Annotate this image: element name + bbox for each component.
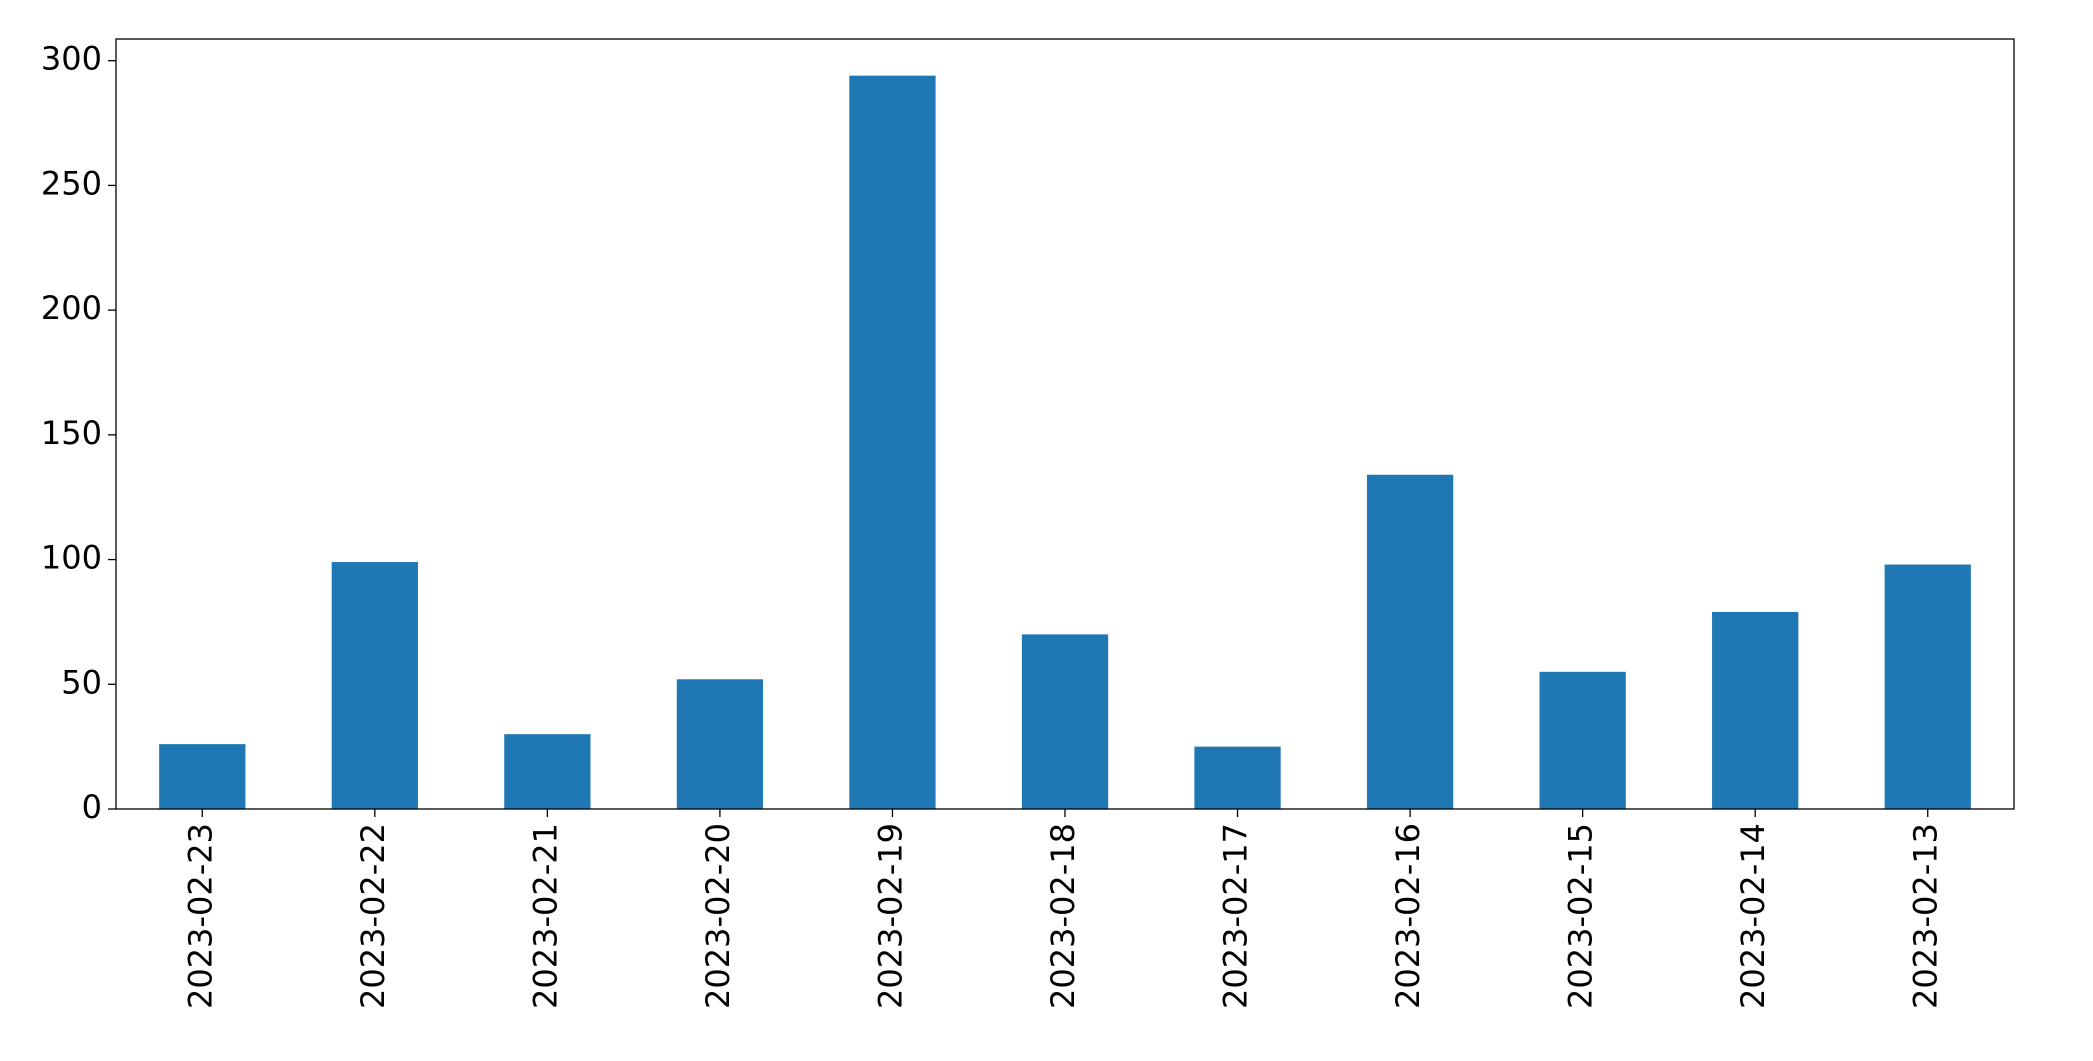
x-tick-label: 2023-02-17 [1217,823,1255,1009]
bar [504,734,591,809]
y-tick-label: 100 [41,539,102,577]
y-tick-label: 50 [61,663,102,701]
x-tick-label: 2023-02-23 [181,823,219,1009]
bar [676,679,764,809]
y-tick-label: 250 [41,164,102,202]
y-tick-label: 150 [41,414,102,452]
y-tick-label: 200 [41,289,102,327]
x-tick-label: 2023-02-22 [354,823,392,1009]
x-tick-label: 2023-02-15 [1562,823,1600,1009]
bar [1021,634,1109,809]
bar [1884,564,1971,809]
bar [1712,611,1799,809]
x-tick-label: 2023-02-20 [699,823,737,1009]
y-tick-label: 300 [41,40,102,78]
x-tick-label: 2023-02-19 [871,823,909,1009]
bar [1366,474,1454,809]
bar [849,75,936,809]
x-tick-label: 2023-02-18 [1044,823,1082,1009]
x-tick-label: 2023-02-13 [1907,823,1945,1009]
bar [159,744,246,809]
bar [1539,671,1626,809]
bar [331,562,418,809]
y-tick-label: 0 [82,788,102,826]
x-tick-label: 2023-02-16 [1389,823,1427,1009]
plot-frame [115,38,2015,810]
bar [1194,746,1281,809]
x-tick-label: 2023-02-21 [526,823,564,1009]
x-tick-label: 2023-02-14 [1734,823,1772,1009]
